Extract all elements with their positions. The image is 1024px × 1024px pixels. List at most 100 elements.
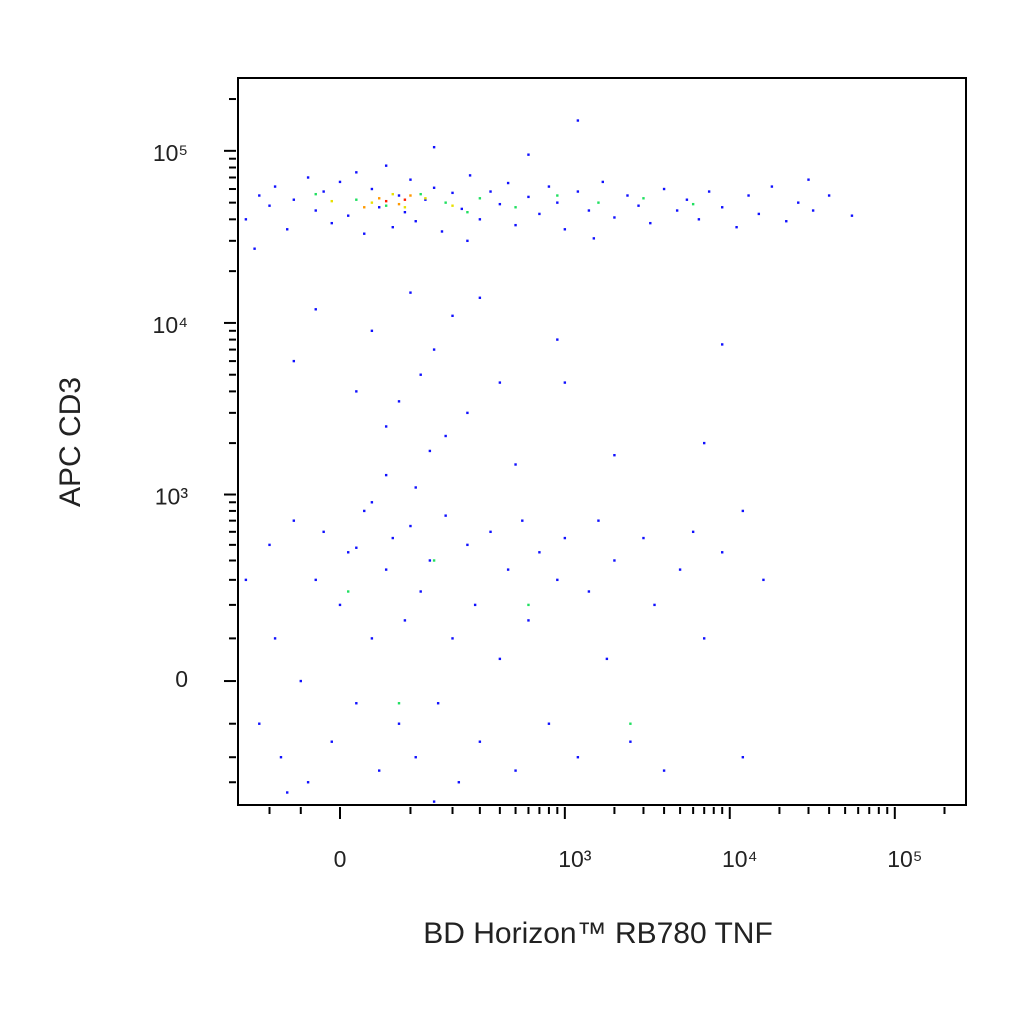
data-point bbox=[391, 536, 394, 540]
data-point bbox=[330, 740, 333, 743]
data-point bbox=[649, 221, 652, 225]
data-point bbox=[384, 204, 388, 207]
data-point bbox=[347, 551, 350, 554]
data-point bbox=[444, 514, 447, 517]
y-tick-label: 0 bbox=[175, 666, 188, 692]
data-point bbox=[850, 214, 854, 217]
data-point bbox=[258, 194, 261, 197]
data-point bbox=[514, 223, 517, 227]
data-point bbox=[258, 722, 261, 725]
data-point bbox=[691, 530, 695, 534]
data-point bbox=[489, 190, 492, 193]
data-point bbox=[432, 186, 436, 189]
data-point bbox=[397, 702, 401, 705]
data-point bbox=[498, 657, 502, 661]
data-point bbox=[378, 769, 381, 772]
data-point bbox=[273, 637, 277, 640]
data-point bbox=[384, 568, 388, 571]
data-point bbox=[419, 192, 422, 196]
data-point bbox=[355, 171, 358, 174]
data-point bbox=[292, 519, 296, 522]
data-point bbox=[563, 536, 567, 540]
data-point bbox=[538, 551, 541, 554]
data-point bbox=[547, 185, 551, 188]
data-point bbox=[403, 210, 407, 214]
data-point bbox=[556, 201, 559, 204]
data-point bbox=[547, 722, 551, 725]
data-point bbox=[322, 530, 325, 534]
data-point bbox=[827, 194, 831, 197]
data-point bbox=[478, 296, 482, 299]
data-point bbox=[378, 206, 381, 209]
data-point bbox=[391, 192, 394, 196]
data-point bbox=[527, 603, 530, 607]
data-point bbox=[314, 578, 317, 582]
data-point bbox=[747, 194, 750, 197]
data-point bbox=[424, 197, 427, 200]
data-point bbox=[409, 291, 412, 294]
data-point bbox=[378, 197, 381, 200]
data-point bbox=[370, 637, 374, 640]
data-point bbox=[355, 702, 358, 705]
data-point bbox=[770, 185, 774, 188]
data-point bbox=[721, 206, 724, 209]
data-point bbox=[563, 228, 567, 231]
data-point bbox=[691, 202, 695, 206]
data-point bbox=[347, 590, 350, 593]
data-point bbox=[363, 232, 366, 235]
data-point bbox=[451, 191, 454, 195]
data-point bbox=[478, 218, 482, 221]
x-axis-label: BD Horizon™ RB780 TNF bbox=[423, 917, 773, 950]
data-point bbox=[397, 400, 401, 403]
data-point bbox=[306, 781, 310, 784]
data-point bbox=[330, 199, 333, 203]
data-point bbox=[707, 190, 711, 193]
data-point bbox=[662, 187, 666, 191]
data-point bbox=[466, 411, 469, 415]
data-point bbox=[414, 486, 417, 489]
data-point bbox=[432, 800, 436, 803]
data-point bbox=[797, 201, 800, 204]
data-point bbox=[370, 329, 374, 333]
data-point bbox=[576, 190, 580, 193]
data-point bbox=[419, 373, 422, 376]
data-point bbox=[741, 756, 745, 759]
data-point bbox=[642, 197, 645, 200]
x-tick-label: 10⁵ bbox=[887, 846, 922, 872]
data-point bbox=[538, 212, 541, 216]
data-point bbox=[355, 390, 358, 393]
data-point bbox=[268, 204, 271, 207]
data-point bbox=[444, 434, 447, 438]
data-point bbox=[466, 543, 469, 547]
data-point bbox=[451, 314, 454, 318]
data-point bbox=[478, 740, 482, 743]
data-point bbox=[514, 769, 517, 772]
data-point bbox=[432, 348, 436, 351]
y-tick-label: 10³ bbox=[155, 484, 189, 510]
data-point bbox=[419, 590, 422, 593]
plot-frame bbox=[237, 77, 967, 806]
data-point bbox=[286, 791, 289, 794]
data-point bbox=[468, 174, 472, 177]
data-point bbox=[697, 218, 701, 221]
x-tick-label: 10³ bbox=[558, 846, 592, 872]
data-point bbox=[466, 210, 469, 214]
data-point bbox=[466, 239, 469, 243]
data-point bbox=[370, 201, 374, 204]
data-point bbox=[613, 216, 616, 219]
data-point bbox=[384, 473, 388, 477]
data-point bbox=[403, 206, 407, 209]
data-point bbox=[403, 619, 407, 622]
data-point bbox=[414, 756, 417, 759]
data-point bbox=[702, 441, 706, 445]
data-point bbox=[506, 181, 510, 185]
data-point bbox=[685, 198, 689, 201]
data-point bbox=[397, 202, 401, 206]
x-tick-label: 10⁴ bbox=[722, 846, 757, 872]
data-point bbox=[409, 194, 412, 197]
data-point bbox=[436, 702, 440, 705]
data-point bbox=[355, 198, 358, 201]
data-point bbox=[757, 212, 761, 216]
data-point bbox=[556, 338, 559, 341]
data-point bbox=[678, 568, 682, 571]
